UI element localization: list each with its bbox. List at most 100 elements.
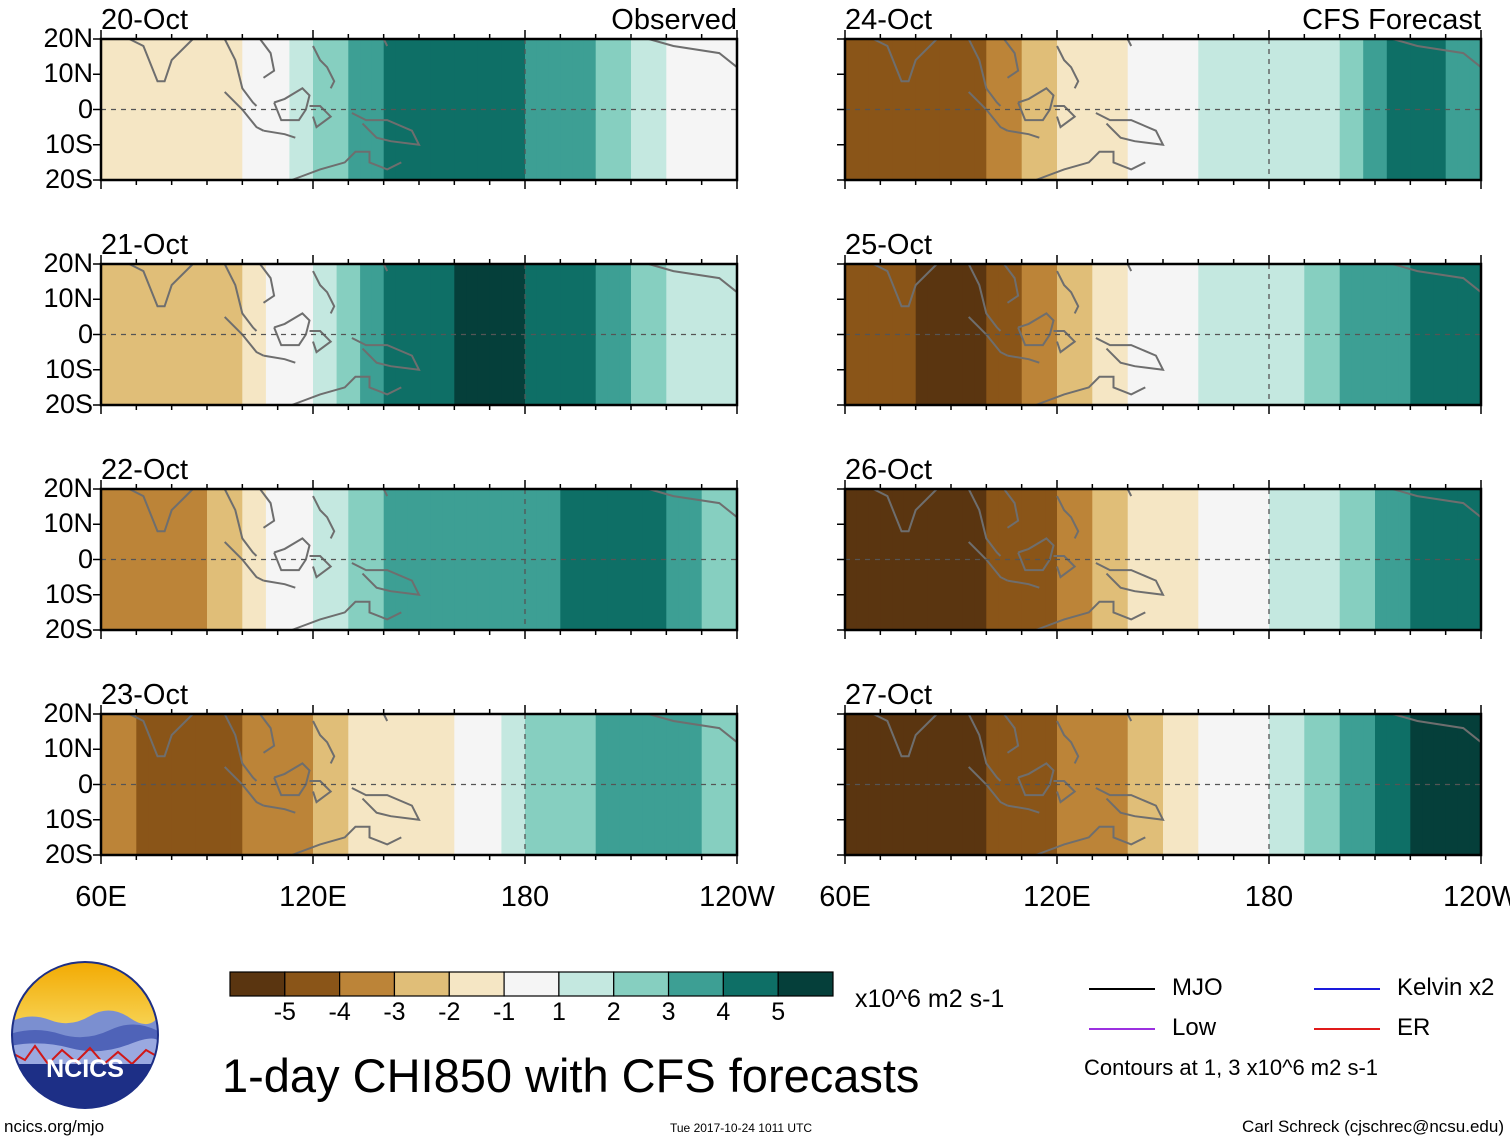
anomaly-cell — [713, 714, 726, 855]
anomaly-cell — [974, 714, 987, 855]
legend-line-mjo — [1089, 988, 1155, 990]
anomaly-cell — [1316, 264, 1329, 405]
anomaly-cell — [998, 714, 1011, 855]
coastline — [223, 91, 264, 132]
coastline — [1056, 270, 1080, 314]
lon-label: 180 — [500, 881, 550, 913]
legend-label: MJO — [1172, 974, 1223, 1001]
anomaly-cell — [1445, 714, 1459, 855]
anomaly-cell — [642, 264, 656, 405]
anomaly-cell — [1198, 714, 1211, 855]
anomaly-cell — [654, 714, 667, 855]
anomaly-cell — [1386, 489, 1400, 630]
anomaly-cell — [1198, 264, 1211, 405]
anomaly-cell — [1174, 264, 1188, 405]
anomaly-cell — [430, 714, 444, 855]
coastline — [273, 537, 311, 572]
anomaly-cell — [583, 264, 597, 405]
anomaly-cell — [689, 264, 703, 405]
anomaly-cell — [701, 264, 715, 405]
anomaly-cell — [454, 489, 467, 630]
anomaly-cell — [1104, 489, 1117, 630]
anomaly-cell — [903, 264, 917, 405]
anomaly-cell — [654, 489, 667, 630]
anomaly-cell — [572, 714, 585, 855]
coastline — [1095, 112, 1165, 147]
panel-date: 25-Oct — [845, 229, 933, 261]
coastline — [967, 713, 1002, 782]
anomaly-cell — [254, 714, 267, 855]
anomaly-cell — [1186, 39, 1199, 180]
anomaly-cell — [560, 489, 573, 630]
anomaly-cell — [501, 489, 514, 630]
anomaly-cell — [383, 264, 397, 405]
anomaly-cell — [1375, 489, 1388, 630]
coastline — [291, 825, 402, 856]
colorbar-tick-label: -5 — [273, 998, 296, 1026]
chart-title: 1-day CHI850 with CFS forecasts — [222, 1049, 920, 1102]
anomaly-cell — [1316, 714, 1329, 855]
anomaly-cell — [560, 39, 573, 180]
coastline — [1003, 713, 1020, 754]
anomaly-cell — [1316, 39, 1329, 180]
coastline — [1035, 150, 1146, 181]
ncics-logo: NCICS — [11, 961, 159, 1109]
anomaly-cell — [1104, 264, 1117, 405]
coastline — [648, 488, 738, 518]
anomaly-cell — [1257, 264, 1270, 405]
anomaly-cell — [856, 264, 870, 405]
anomaly-cell — [1115, 489, 1129, 630]
anomaly-cell — [230, 39, 243, 180]
legend-line-kelvin — [1314, 988, 1380, 990]
anomaly-cell — [927, 39, 940, 180]
lat-label: 10N — [43, 58, 93, 89]
anomaly-cell — [1457, 714, 1470, 855]
anomaly-cell — [501, 39, 514, 180]
coastline — [1003, 38, 1020, 79]
coastline — [1007, 579, 1040, 589]
lon-label: 120W — [1443, 881, 1510, 913]
anomaly-cell — [383, 489, 397, 630]
anomaly-cell — [845, 714, 858, 855]
map-panel-24-Oct — [837, 30, 1483, 189]
legend-label: Low — [1172, 1014, 1217, 1041]
anomaly-cell — [183, 264, 196, 405]
coastline — [312, 495, 336, 539]
colorbar-swatch — [558, 971, 615, 997]
anomaly-cell — [124, 489, 137, 630]
panel-date: 27-Oct — [845, 679, 933, 711]
lat-label: 0 — [77, 768, 93, 799]
anomaly-cell — [230, 264, 243, 405]
anomaly-cell — [903, 39, 917, 180]
anomaly-cell — [915, 489, 929, 630]
anomaly-cell — [301, 264, 314, 405]
anomaly-cell — [1304, 714, 1317, 855]
legend-label: ER — [1397, 1014, 1431, 1041]
anomaly-cell — [101, 489, 114, 630]
logo-text: NCICS — [46, 1055, 124, 1083]
anomaly-cell — [1057, 39, 1070, 180]
anomaly-cell — [631, 714, 644, 855]
anomaly-cell — [371, 264, 385, 405]
lat-label: 10S — [44, 128, 93, 159]
colorbar-swatch — [284, 971, 341, 997]
coastline — [223, 488, 258, 557]
anomaly-cell — [1186, 264, 1199, 405]
anomaly-cell — [927, 714, 940, 855]
anomaly-cell — [242, 714, 255, 855]
coastline — [273, 87, 311, 122]
lon-label: 60E — [75, 881, 127, 913]
anomaly-cell — [1327, 489, 1341, 630]
coastline — [1392, 713, 1482, 743]
anomaly-cell — [513, 39, 526, 180]
panel-date: 22-Oct — [101, 454, 189, 486]
coastline — [1053, 105, 1077, 129]
map-panels — [93, 30, 1483, 864]
coastline — [967, 316, 1008, 357]
anomaly-cell — [1104, 714, 1117, 855]
coastline — [648, 38, 738, 68]
anomaly-cell — [1398, 489, 1411, 630]
anomaly-cell — [1245, 714, 1258, 855]
coastline — [263, 804, 296, 814]
anomaly-cell — [1245, 264, 1258, 405]
